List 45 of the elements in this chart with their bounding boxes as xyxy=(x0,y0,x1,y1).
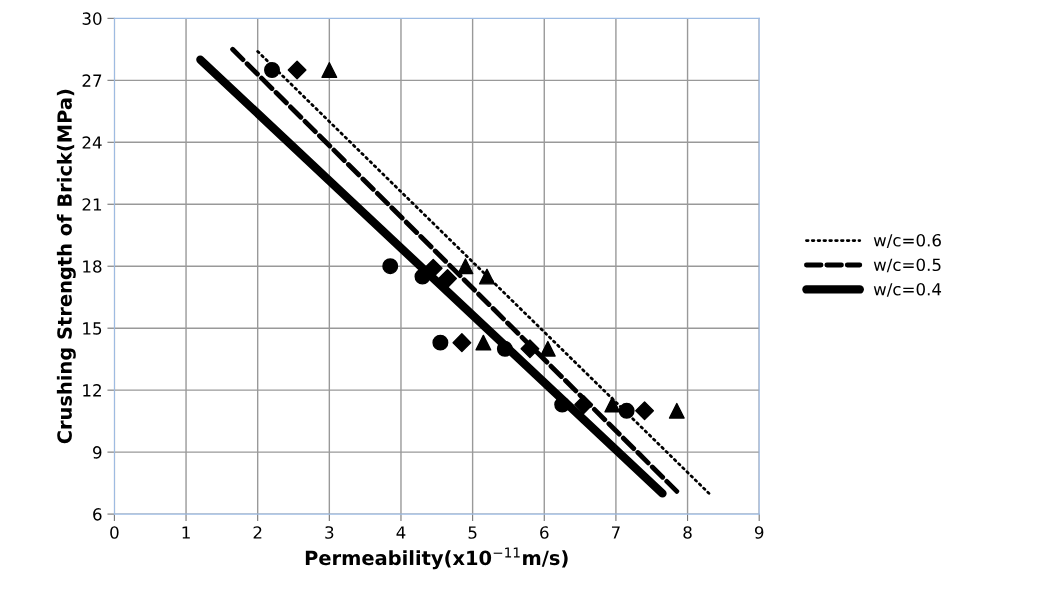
point xyxy=(287,60,307,80)
point xyxy=(668,402,685,419)
point xyxy=(382,258,399,275)
y-tick-label: 18 xyxy=(83,260,102,273)
y-tick-label: 15 xyxy=(83,322,102,335)
y-tick-label: 12 xyxy=(83,384,101,397)
point xyxy=(478,268,495,285)
legend-label: w/c=0.4 xyxy=(873,282,942,297)
x-tick-label: 9 xyxy=(754,526,764,539)
y-tick-label: 9 xyxy=(93,446,102,459)
point xyxy=(539,340,556,357)
x-tick-label: 8 xyxy=(683,526,692,539)
y-tick-label: 21 xyxy=(82,198,102,211)
point xyxy=(496,340,513,357)
x-axis-title: Permeability(x10$^{−11}$m/s) xyxy=(305,547,568,570)
point xyxy=(475,334,492,351)
point xyxy=(438,269,458,289)
point xyxy=(264,62,280,78)
y-axis-title: Crushing Strength of Brick(MPa) xyxy=(56,89,76,444)
point xyxy=(604,396,621,413)
y-tick-label: 27 xyxy=(82,74,102,87)
legend-label: w/c=0.5 xyxy=(873,258,941,273)
point xyxy=(321,62,338,78)
x-tick-label: 6 xyxy=(540,526,549,539)
x-tick-label: 0 xyxy=(110,526,119,539)
point xyxy=(457,258,474,275)
x-tick-label: 4 xyxy=(396,526,406,539)
x-tick-label: 1 xyxy=(182,526,190,539)
legend-label: w/c=0.6 xyxy=(873,233,941,248)
point xyxy=(452,333,472,353)
y-tick-label: 30 xyxy=(82,12,102,25)
point xyxy=(618,402,635,419)
point xyxy=(554,396,571,413)
point xyxy=(574,395,594,415)
x-tick-label: 7 xyxy=(611,526,620,539)
x-tick-label: 2 xyxy=(253,526,262,539)
point xyxy=(635,401,655,421)
point xyxy=(414,268,431,285)
y-tick-label: 24 xyxy=(82,136,102,149)
x-tick-label: 5 xyxy=(468,526,477,539)
x-tick-label: 3 xyxy=(325,526,334,539)
point xyxy=(423,258,443,278)
point xyxy=(432,334,449,351)
point xyxy=(520,339,540,359)
y-tick-label: 6 xyxy=(93,508,102,521)
